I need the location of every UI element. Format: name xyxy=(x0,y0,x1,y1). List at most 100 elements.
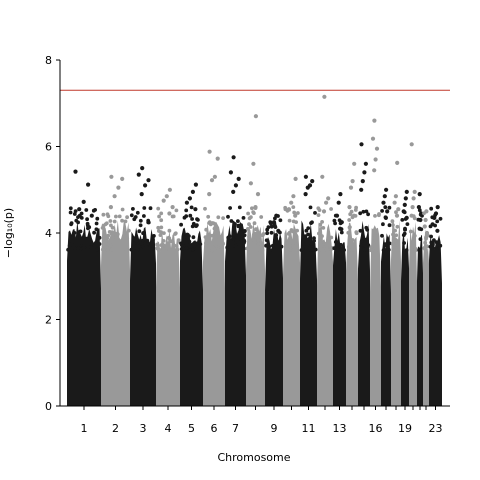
data-point xyxy=(225,245,230,250)
data-point xyxy=(157,214,162,219)
data-point xyxy=(69,241,74,246)
data-point xyxy=(238,230,243,235)
data-point xyxy=(287,244,292,249)
data-point xyxy=(350,238,355,242)
data-point xyxy=(404,248,409,253)
data-point xyxy=(126,228,131,233)
data-point xyxy=(86,182,91,187)
data-point xyxy=(106,233,111,238)
data-point xyxy=(122,231,127,235)
data-point xyxy=(400,218,405,222)
data-point xyxy=(221,216,226,221)
data-point xyxy=(324,247,329,252)
data-point xyxy=(252,221,257,226)
data-point xyxy=(132,217,137,222)
data-point xyxy=(86,244,90,249)
data-point xyxy=(391,232,395,237)
y-tick-label: 0 xyxy=(45,400,52,413)
data-point xyxy=(66,247,70,252)
data-point xyxy=(226,214,230,219)
data-point xyxy=(204,241,208,246)
data-point xyxy=(265,231,270,236)
data-point xyxy=(359,142,364,147)
data-point xyxy=(194,241,199,246)
data-point xyxy=(339,242,343,247)
data-point xyxy=(393,194,398,199)
data-point xyxy=(312,238,316,243)
data-point xyxy=(373,214,377,218)
data-point xyxy=(114,214,118,219)
data-point xyxy=(172,243,177,248)
data-point xyxy=(381,248,386,253)
data-point xyxy=(231,236,236,241)
data-point xyxy=(338,226,343,231)
data-point xyxy=(423,240,428,245)
data-point xyxy=(326,196,331,201)
x-tick-label: 3 xyxy=(140,422,147,435)
data-point xyxy=(394,210,398,215)
data-point xyxy=(278,218,283,223)
data-point xyxy=(134,239,139,243)
data-point xyxy=(417,226,422,231)
data-point xyxy=(394,213,400,218)
data-point xyxy=(159,211,164,216)
data-point xyxy=(418,237,423,242)
data-point xyxy=(268,221,273,226)
data-point xyxy=(94,221,99,226)
data-point xyxy=(161,242,165,247)
chromosome-band-2 xyxy=(101,220,130,406)
data-point xyxy=(310,179,315,184)
data-point xyxy=(85,217,89,222)
data-point xyxy=(359,248,364,253)
x-tick-label: 23 xyxy=(429,422,443,435)
data-point xyxy=(291,229,296,234)
data-point xyxy=(293,176,298,181)
data-point xyxy=(212,226,217,231)
data-point xyxy=(303,174,308,179)
data-point xyxy=(156,206,161,211)
data-point xyxy=(242,239,247,244)
data-point xyxy=(191,221,196,226)
data-point xyxy=(322,94,327,99)
y-axis-label: −log₁₀(p) xyxy=(2,208,15,258)
data-point xyxy=(250,206,254,211)
data-point xyxy=(210,221,215,225)
data-point xyxy=(252,239,257,244)
data-point xyxy=(409,213,414,218)
y-axis-ticks: 0 2 4 6 8 xyxy=(45,54,60,413)
data-point xyxy=(402,241,406,245)
data-point xyxy=(95,247,99,252)
data-point xyxy=(206,214,211,219)
chromosome-band-19 xyxy=(401,230,409,406)
data-point xyxy=(190,217,195,221)
data-point xyxy=(347,205,352,210)
data-point xyxy=(155,242,160,247)
data-point xyxy=(161,239,166,243)
data-point xyxy=(173,232,178,236)
data-point xyxy=(317,208,322,213)
data-point xyxy=(373,229,378,234)
data-point xyxy=(287,218,292,223)
data-point xyxy=(226,235,231,240)
data-point xyxy=(273,225,278,230)
data-point xyxy=(180,243,184,248)
data-point xyxy=(251,161,256,166)
data-point xyxy=(332,246,337,251)
data-point xyxy=(76,232,81,237)
data-point xyxy=(374,248,378,253)
x-tick-label: 16 xyxy=(369,422,383,435)
data-point xyxy=(382,194,387,199)
data-point xyxy=(74,218,79,223)
data-point xyxy=(159,230,164,235)
data-point xyxy=(358,228,363,233)
data-point xyxy=(350,179,355,184)
data-point xyxy=(167,236,172,241)
data-point xyxy=(359,244,363,248)
data-point xyxy=(233,243,238,248)
data-point xyxy=(409,247,414,252)
data-point xyxy=(181,235,186,240)
data-point xyxy=(392,200,397,205)
data-point xyxy=(229,219,234,223)
data-point xyxy=(329,235,334,240)
data-point xyxy=(138,218,143,223)
